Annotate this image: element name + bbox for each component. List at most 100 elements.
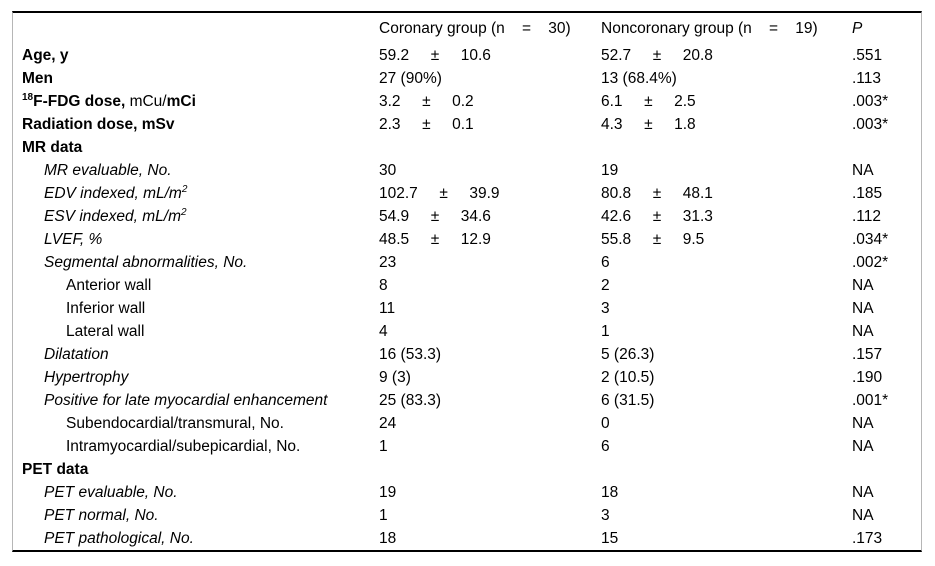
row-label: PET evaluable, No.	[44, 483, 178, 501]
p-value: NA	[852, 299, 874, 317]
row-label: Inferior wall	[66, 299, 146, 317]
p-value: .190	[852, 368, 883, 386]
coronary-value: 48.5 ± 12.9	[379, 231, 491, 249]
noncoronary-value: 2 (10.5)	[601, 368, 655, 386]
coronary-value: 9 (3)	[379, 368, 411, 386]
p-value: .185	[852, 185, 883, 203]
row-label: PET normal, No.	[44, 506, 159, 524]
p-value: .113	[852, 70, 882, 88]
row-label: EDV indexed, mL/m2	[44, 184, 188, 203]
coronary-value: 54.9 ± 34.6	[379, 208, 491, 226]
row-label: 18F-FDG dose, mCu/mCi	[22, 92, 196, 111]
coronary-value: 25 (83.3)	[379, 391, 442, 409]
table-row: Radiation dose, mSv 2.3 ± 0.1 4.3 ± 1.8 …	[13, 114, 921, 137]
row-label: Radiation dose, mSv	[22, 116, 175, 134]
table-row: Positive for late myocardial enhancement…	[13, 389, 921, 412]
row-label: PET data	[22, 460, 89, 478]
row-label: Men	[22, 70, 53, 88]
table-row: PET data	[13, 458, 921, 481]
noncoronary-value: 4.3 ± 1.8	[601, 116, 696, 134]
noncoronary-value: 3	[601, 299, 610, 317]
row-label: Intramyocardial/subepicardial, No.	[66, 437, 301, 455]
coronary-value	[379, 458, 601, 481]
coronary-value	[379, 137, 601, 160]
table-row: PET evaluable, No. 19 18 NA	[13, 481, 921, 504]
coronary-value: 19	[379, 483, 397, 501]
coronary-value: 16 (53.3)	[379, 345, 442, 363]
coronary-value: 4	[379, 322, 388, 340]
p-value: .003*	[852, 93, 889, 111]
row-label: Subendocardial/transmural, No.	[66, 414, 284, 432]
row-label: Anterior wall	[66, 277, 152, 294]
noncoronary-value: 6.1 ± 2.5	[601, 93, 696, 111]
row-label: MR data	[22, 139, 83, 157]
table-row: MR evaluable, No. 30 19 NA	[13, 160, 921, 183]
p-value: NA	[852, 162, 874, 180]
noncoronary-value: 6 (31.5)	[601, 391, 655, 409]
p-value: .157	[852, 345, 883, 363]
coronary-value: 1	[379, 437, 388, 455]
p-value: NA	[852, 506, 874, 524]
row-label: Age, y	[22, 47, 69, 65]
coronary-value: 30	[379, 162, 397, 180]
noncoronary-value: 2	[601, 277, 610, 294]
row-label: LVEF, %	[44, 231, 103, 249]
coronary-value: 23	[379, 254, 397, 272]
table-row: Segmental abnormalities, No. 23 6 .002*	[13, 252, 921, 275]
coronary-value: 8	[379, 277, 388, 294]
noncoronary-value: 6	[601, 254, 610, 272]
header-coronary-group: Coronary group (n = 30)	[379, 20, 571, 37]
p-value: .112	[852, 208, 882, 226]
noncoronary-value: 1	[601, 322, 610, 340]
row-label: Positive for late myocardial enhancement	[44, 391, 328, 409]
noncoronary-value: 5 (26.3)	[601, 345, 655, 363]
noncoronary-value: 55.8 ± 9.5	[601, 231, 705, 249]
table-row: ESV indexed, mL/m2 54.9 ± 34.6 42.6 ± 31…	[13, 206, 921, 229]
coronary-value: 18	[379, 529, 397, 547]
table-row: LVEF, % 48.5 ± 12.9 55.8 ± 9.5 .034*	[13, 229, 921, 252]
coronary-value: 59.2 ± 10.6	[379, 47, 491, 65]
table-row: Lateral wall 4 1 NA	[13, 320, 921, 343]
table-body: Age, y 59.2 ± 10.6 52.7 ± 20.8 .551 Men …	[13, 45, 921, 550]
noncoronary-value	[601, 137, 852, 160]
coronary-value: 2.3 ± 0.1	[379, 116, 474, 134]
table-frame: Coronary group (n = 30) Noncoronary grou…	[12, 11, 922, 552]
p-value	[852, 137, 921, 160]
p-value: NA	[852, 277, 874, 294]
table-row: PET pathological, No. 18 15 .173	[13, 527, 921, 550]
coronary-value: 27 (90%)	[379, 70, 442, 88]
table-row: 18F-FDG dose, mCu/mCi 3.2 ± 0.2 6.1 ± 2.…	[13, 91, 921, 114]
p-value	[852, 458, 921, 481]
coronary-value: 102.7 ± 39.9	[379, 185, 500, 203]
table-row: Age, y 59.2 ± 10.6 52.7 ± 20.8 .551	[13, 45, 921, 68]
row-label: Segmental abnormalities, No.	[44, 254, 248, 272]
header-spacer	[13, 13, 379, 45]
table-row: Anterior wall 8 2 NA	[13, 275, 921, 298]
row-label: Hypertrophy	[44, 368, 129, 386]
noncoronary-value: 52.7 ± 20.8	[601, 47, 713, 65]
noncoronary-value	[601, 458, 852, 481]
noncoronary-value: 0	[601, 414, 610, 432]
noncoronary-value: 15	[601, 529, 619, 547]
p-value: NA	[852, 483, 874, 501]
p-value: NA	[852, 322, 874, 340]
table-row: MR data	[13, 137, 921, 160]
table-row: EDV indexed, mL/m2 102.7 ± 39.9 80.8 ± 4…	[13, 183, 921, 206]
row-label: ESV indexed, mL/m2	[44, 206, 187, 226]
table-row: Dilatation 16 (53.3) 5 (26.3) .157	[13, 343, 921, 366]
coronary-value: 24	[379, 414, 397, 432]
p-value: NA	[852, 437, 874, 455]
header-noncoronary-group: Noncoronary group (n = 19)	[601, 20, 818, 37]
p-value: .002*	[852, 254, 889, 272]
coronary-value: 11	[379, 299, 396, 317]
table-header-row: Coronary group (n = 30) Noncoronary grou…	[13, 13, 921, 45]
p-value: .001*	[852, 391, 889, 409]
p-value: .003*	[852, 116, 889, 134]
noncoronary-value: 42.6 ± 31.3	[601, 208, 713, 226]
p-value: .551	[852, 47, 883, 65]
noncoronary-value: 19	[601, 162, 619, 180]
row-label: MR evaluable, No.	[44, 162, 172, 180]
noncoronary-value: 18	[601, 483, 619, 501]
row-label: Lateral wall	[66, 322, 145, 340]
group-comparison-table: Coronary group (n = 30) Noncoronary grou…	[13, 13, 921, 550]
